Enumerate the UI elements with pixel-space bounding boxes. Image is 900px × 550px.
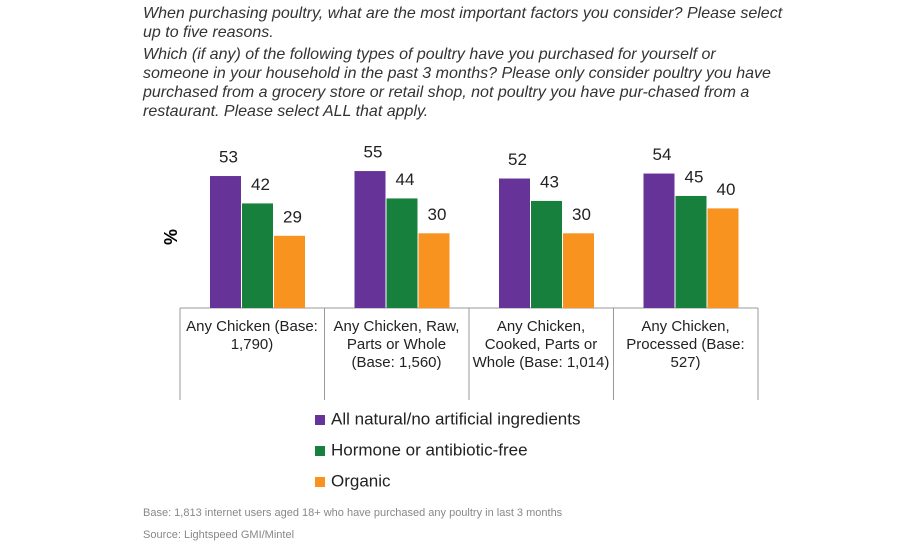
legend-swatch: [315, 446, 325, 456]
legend-swatch: [315, 415, 325, 425]
legend-label: All natural/no artificial ingredients: [331, 409, 580, 428]
bar: [499, 178, 530, 308]
bar: [563, 233, 594, 308]
bar: [531, 200, 562, 308]
data-label: 29: [283, 207, 302, 226]
data-label: 45: [685, 167, 704, 186]
footnote: Base: 1,813 internet users aged 18+ who …: [143, 507, 563, 519]
legend-label: Hormone or antibiotic-free: [331, 440, 528, 459]
bar: [386, 198, 418, 308]
data-label: 52: [508, 150, 527, 169]
bar: [643, 173, 675, 308]
bar: [354, 171, 386, 308]
data-label: 55: [364, 143, 383, 162]
x-tick-label: Any Chicken (Base: 1,790): [186, 318, 318, 353]
x-tick-label: Any Chicken, Raw, Parts or Whole (Base: …: [333, 318, 460, 371]
bar: [675, 195, 707, 308]
legend-swatch: [315, 477, 325, 487]
footnote: Source: Lightspeed GMI/Mintel: [143, 529, 295, 541]
bar: [707, 208, 739, 308]
data-label: 42: [251, 175, 270, 194]
data-label: 44: [396, 170, 415, 189]
bar: [242, 203, 273, 308]
chart-title: When purchasing poultry, what are the mo…: [143, 5, 783, 41]
y-axis-label: %: [161, 229, 181, 245]
data-label: 54: [653, 145, 672, 164]
data-label: 40: [717, 180, 736, 199]
data-label: 43: [540, 172, 559, 191]
data-label: 53: [219, 148, 238, 167]
bar: [210, 176, 241, 308]
bar: [418, 233, 450, 308]
chart-subtitle: Which (if any) of the following types of…: [143, 46, 771, 120]
x-tick-label: Any Chicken, Cooked, Parts or Whole (Bas…: [472, 318, 610, 371]
x-tick-label: Any Chicken, Processed (Base: 527): [626, 318, 745, 371]
data-label: 30: [572, 205, 591, 224]
data-label: 30: [428, 205, 447, 224]
bar: [274, 235, 305, 308]
legend-label: Organic: [331, 471, 391, 490]
